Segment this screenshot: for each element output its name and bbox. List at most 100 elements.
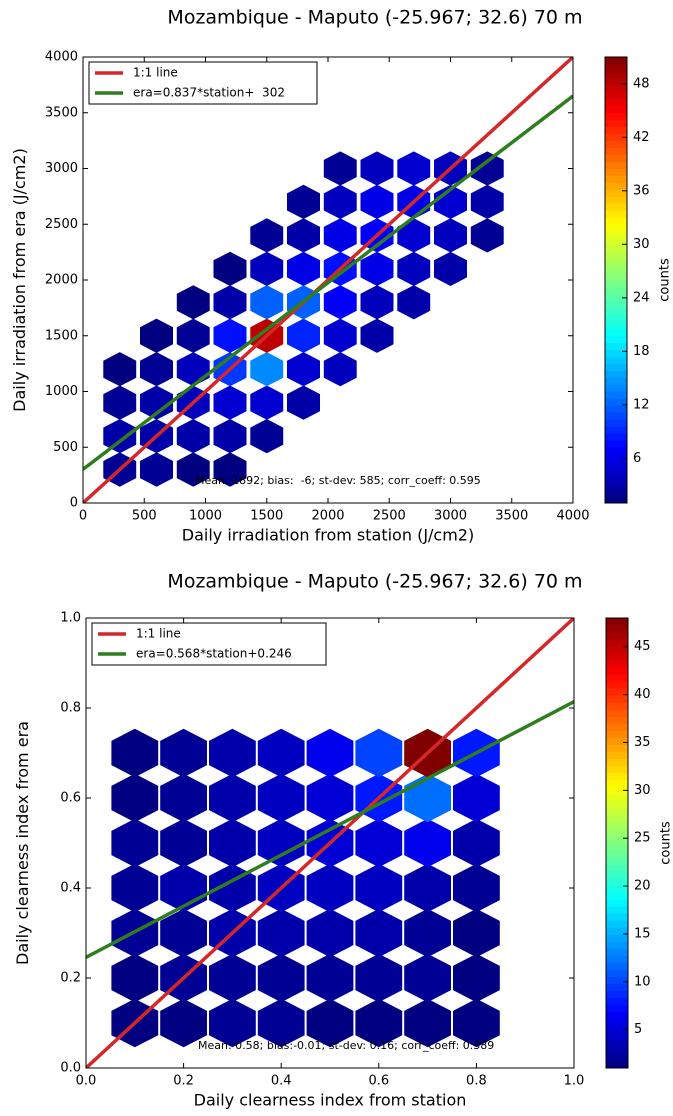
x-tick-label: 1.0 — [564, 1074, 585, 1089]
colorbar-step — [606, 934, 628, 942]
chart: Mozambique - Maputo (-25.967; 32.6) 70 m… — [13, 571, 673, 1110]
y-tick-label: 0 — [70, 496, 78, 511]
y-tick-label: 3000 — [45, 161, 78, 176]
colorbar-step — [605, 57, 627, 65]
y-axis-label: Daily clearness index from era — [13, 721, 32, 965]
colorbar-step — [605, 384, 627, 392]
y-tick-label: 500 — [53, 440, 78, 455]
colorbar-step — [606, 702, 628, 710]
x-tick-label: 1000 — [189, 509, 222, 524]
colorbar-step — [606, 1061, 628, 1069]
colorbar-step — [606, 1040, 628, 1048]
colorbar-step — [605, 328, 627, 336]
colorbar-tick-label: 35 — [634, 735, 651, 750]
y-tick-label: 1.0 — [60, 611, 81, 626]
x-tick-label: 0.8 — [466, 1074, 487, 1089]
x-tick-label: 0.6 — [368, 1074, 389, 1089]
colorbar-step — [606, 836, 628, 844]
colorbar-step — [606, 744, 628, 752]
colorbar-step — [606, 1054, 628, 1062]
colorbar-step — [605, 335, 627, 343]
legend-label: era=0.568*station+0.246 — [136, 647, 292, 661]
colorbar-step — [606, 709, 628, 717]
colorbar-tick-label: 25 — [634, 831, 651, 846]
colorbar-tick-label: 20 — [634, 879, 651, 894]
colorbar-step — [605, 342, 627, 350]
y-tick-label: 1500 — [45, 328, 78, 343]
x-tick-label: 0.4 — [271, 1074, 292, 1089]
annotation: Mean: 0.58; bias:-0.01; st-dev: 0.16; co… — [198, 1039, 494, 1052]
annotation: Mean: 1892; bias: -6; st-dev: 585; corr_… — [195, 474, 481, 487]
colorbar-step — [606, 632, 628, 640]
y-axis-label-unit: (J/cm2) — [10, 148, 29, 205]
colorbar-step — [605, 203, 627, 211]
colorbar-step — [606, 1011, 628, 1019]
x-tick-label: 4000 — [556, 509, 589, 524]
x-tick-label: 3500 — [495, 509, 528, 524]
colorbar-tick-label: 24 — [633, 290, 650, 305]
colorbar-tick-label: 12 — [633, 397, 650, 412]
colorbar-step — [606, 723, 628, 731]
colorbar-step — [606, 822, 628, 830]
chart-title: Mozambique - Maputo (-25.967; 32.6) 70 m — [167, 7, 582, 29]
colorbar-step — [605, 217, 627, 225]
colorbar-step — [605, 461, 627, 469]
y-tick-label: 0.0 — [60, 1061, 81, 1076]
colorbar-step — [606, 681, 628, 689]
colorbar-step — [606, 667, 628, 675]
colorbar-step — [605, 475, 627, 483]
colorbar-step — [606, 639, 628, 647]
y-tick-label: 4000 — [45, 50, 78, 65]
x-tick-label: 0.2 — [173, 1074, 194, 1089]
colorbar-step — [605, 391, 627, 399]
colorbar-tick-label: 15 — [634, 926, 651, 941]
colorbar-step — [605, 71, 627, 79]
colorbar-tick-label: 42 — [633, 130, 650, 145]
colorbar-step — [606, 674, 628, 682]
colorbar-step — [606, 772, 628, 780]
x-tick-label: 3000 — [434, 509, 467, 524]
colorbar-step — [605, 370, 627, 378]
colorbar-step — [606, 878, 628, 886]
colorbar-step — [605, 266, 627, 274]
colorbar-step — [605, 175, 627, 183]
legend-label: era=0.837*station+ 302 — [133, 86, 285, 100]
colorbar-step — [605, 489, 627, 497]
colorbar-step — [605, 440, 627, 448]
colorbar-step — [606, 793, 628, 801]
colorbar-tick-label: 40 — [634, 687, 651, 702]
colorbar-step — [606, 850, 628, 858]
colorbar-step — [605, 454, 627, 462]
colorbar-step — [605, 99, 627, 107]
colorbar-step — [606, 758, 628, 766]
colorbar-step — [606, 990, 628, 998]
x-tick-label: 500 — [132, 509, 157, 524]
colorbar-step — [606, 906, 628, 914]
colorbar-step — [606, 1047, 628, 1055]
colorbar-step — [605, 356, 627, 364]
x-tick-label: 2500 — [373, 509, 406, 524]
colorbar-step — [606, 801, 628, 809]
colorbar-step — [605, 349, 627, 357]
colorbar-step — [605, 412, 627, 420]
colorbar-step — [605, 161, 627, 169]
colorbar-step — [606, 625, 628, 633]
colorbar-step — [605, 92, 627, 100]
colorbar-step — [605, 259, 627, 267]
colorbar-step — [605, 273, 627, 281]
colorbar-step — [605, 189, 627, 197]
colorbar-step — [606, 976, 628, 984]
colorbar-step — [605, 287, 627, 295]
chart-title: Mozambique - Maputo (-25.967; 32.6) 70 m — [167, 571, 582, 593]
colorbar-step — [605, 308, 627, 316]
colorbar-step — [606, 618, 628, 626]
colorbar-step — [606, 969, 628, 977]
colorbar-step — [605, 377, 627, 385]
colorbar-step — [606, 660, 628, 668]
colorbar-step — [605, 126, 627, 134]
colorbar-step — [606, 892, 628, 900]
x-tick-label: 0 — [79, 509, 87, 524]
colorbar-step — [606, 857, 628, 865]
x-axis-label: Daily clearness index from station — [194, 1091, 467, 1110]
colorbar-tick-label: 36 — [633, 183, 650, 198]
